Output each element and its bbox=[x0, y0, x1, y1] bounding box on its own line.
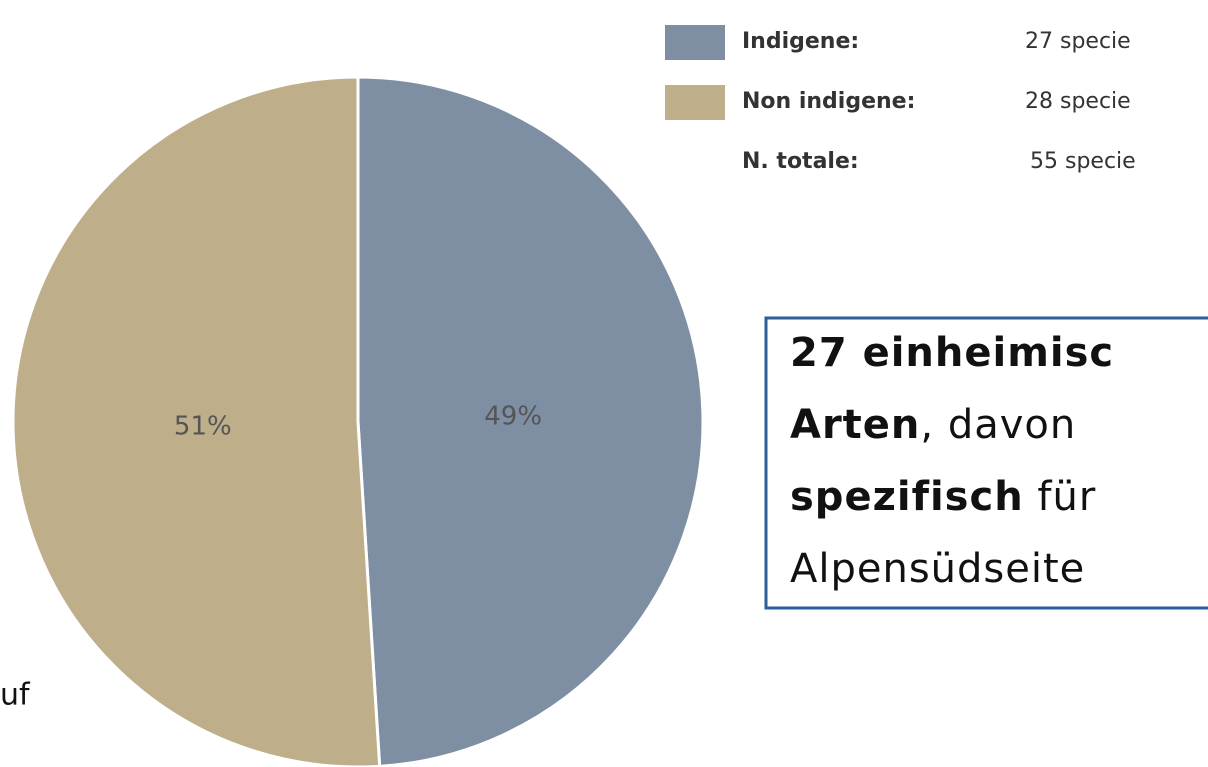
pie-slice bbox=[356, 75, 705, 767]
legend-count: 28 specie bbox=[1025, 89, 1131, 114]
legend-count: 55 specie bbox=[1030, 149, 1136, 174]
text-box-border bbox=[764, 316, 1208, 610]
legend-label: Indigene: bbox=[742, 29, 859, 54]
legend-swatch bbox=[665, 85, 725, 120]
text-box-line: spezifisch für bbox=[790, 474, 1096, 520]
text-box-segment: für bbox=[1024, 474, 1097, 520]
text-box-line: Alpensüdseite bbox=[790, 546, 1085, 592]
slice-label: 51% bbox=[174, 411, 232, 441]
side-text: uf bbox=[0, 678, 31, 713]
text-box-segment: spezifisch bbox=[790, 474, 1024, 520]
slice-label: 49% bbox=[484, 402, 542, 432]
text-box-segment: , davon bbox=[920, 402, 1076, 448]
text-box-line: 27 einheimisc bbox=[790, 330, 1114, 376]
legend-label: Non indigene: bbox=[742, 89, 915, 114]
text-box-segment: Alpensüdseite bbox=[790, 546, 1085, 592]
pie-slice bbox=[11, 75, 382, 767]
text-box: 27 einheimisc Arten, davon spezifisch für A… bbox=[790, 330, 1114, 592]
pie: 49% 51% bbox=[11, 75, 705, 767]
text-box-line: Arten, davon bbox=[790, 402, 1076, 448]
legend: Indigene: 27 specie Non indigene: 28 specie… bbox=[665, 25, 1136, 174]
text-box-segment: 27 einheimisc bbox=[790, 330, 1114, 376]
legend-label: N. totale: bbox=[742, 149, 859, 174]
legend-swatch bbox=[665, 25, 725, 60]
legend-count: 27 specie bbox=[1025, 29, 1131, 54]
text-box-segment: Arten bbox=[790, 402, 920, 448]
